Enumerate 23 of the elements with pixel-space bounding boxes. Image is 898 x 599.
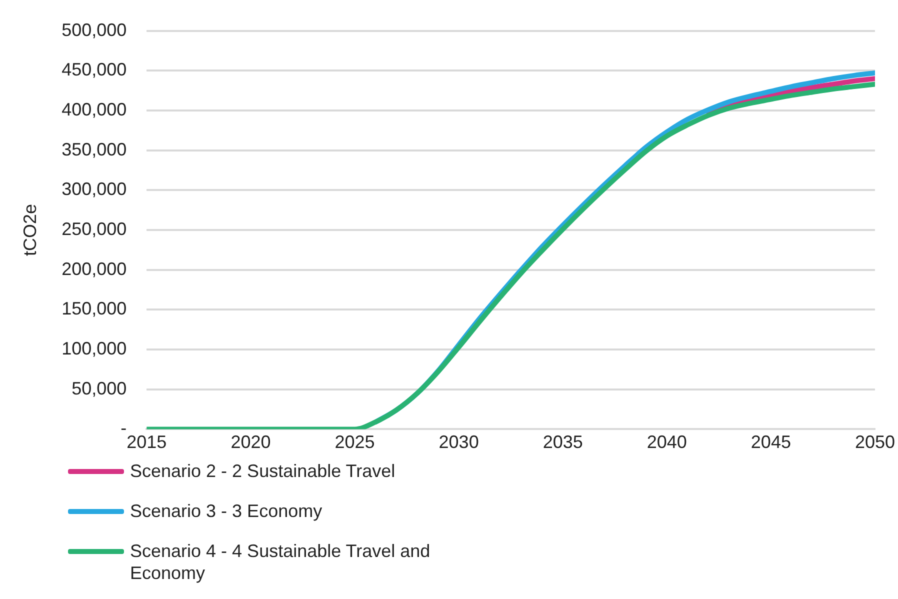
x-tick-label: 2020 — [230, 432, 271, 452]
y-tick-label: 200,000 — [62, 258, 127, 279]
y-tick-label: 350,000 — [62, 139, 127, 160]
y-tick-label: 100,000 — [62, 338, 127, 358]
x-tick-label: 2045 — [750, 432, 791, 452]
y-tick-label: 500,000 — [62, 20, 127, 40]
x-tick-label: 2025 — [334, 432, 375, 452]
x-tick-label: 2015 — [126, 432, 167, 452]
legend-label: Scenario 4 - 4 Sustainable Travel and Economy — [130, 540, 432, 584]
y-tick-label: 450,000 — [62, 60, 127, 80]
x-tick-label: 2035 — [542, 432, 583, 452]
legend-label: Scenario 2 - 2 Sustainable Travel — [130, 460, 396, 482]
y-tick-label: 300,000 — [62, 179, 127, 200]
x-tick-label: 2050 — [854, 432, 895, 452]
y-tick-label: 50,000 — [72, 378, 127, 398]
legend-label: Scenario 3 - 3 Economy — [130, 500, 322, 522]
y-tick-label: 250,000 — [62, 218, 127, 239]
y-tick-label: - — [120, 418, 127, 438]
x-tick-label: 2030 — [438, 432, 479, 452]
y-axis-title: tCO2e — [20, 204, 40, 256]
y-tick-label: 400,000 — [62, 99, 127, 120]
y-tick-label: 150,000 — [62, 298, 127, 319]
x-tick-label: 2040 — [646, 432, 687, 452]
